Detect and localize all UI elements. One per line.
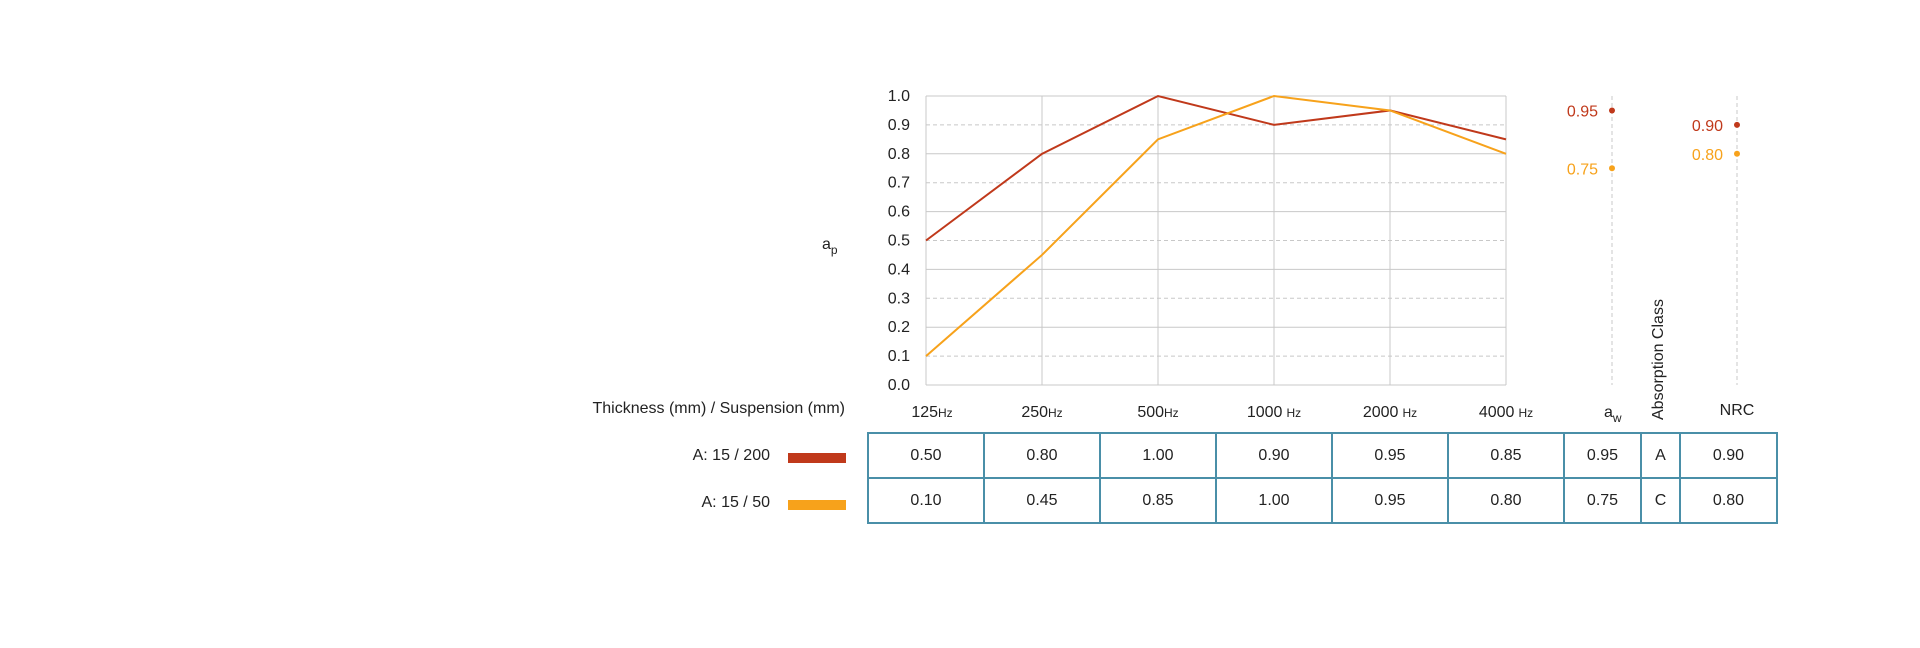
- y-tick-label: 1.0: [888, 88, 910, 105]
- table-cell: 0.90: [1215, 432, 1333, 479]
- x-tick-label: 250Hz: [1021, 404, 1062, 421]
- table-cell: C: [1640, 477, 1681, 524]
- x-tick-label: 125Hz: [911, 404, 952, 421]
- aw-value-label: 0.95: [1567, 103, 1598, 120]
- table-cell: 0.90: [1679, 432, 1778, 479]
- table-cell: 0.10: [867, 477, 985, 524]
- nrc-point: [1734, 121, 1740, 128]
- table-cell: 0.80: [1447, 477, 1565, 524]
- y-axis-label: ap: [822, 236, 838, 257]
- x-tick-label: 4000 Hz: [1479, 404, 1533, 421]
- absorption-class-label: Absorption Class: [1650, 299, 1667, 420]
- table-cell: 1.00: [1099, 432, 1217, 479]
- y-tick-label: 0.5: [888, 233, 910, 250]
- table-cell: 0.85: [1099, 477, 1217, 524]
- series-b-label: A: 15 / 50: [701, 494, 771, 511]
- table-cell: 0.95: [1331, 432, 1449, 479]
- y-tick-label: 0.3: [888, 290, 910, 307]
- y-tick-label: 0.6: [888, 204, 910, 221]
- aw-value-label: 0.75: [1567, 161, 1598, 178]
- nrc-point: [1734, 150, 1740, 157]
- table-cell: 0.80: [983, 432, 1101, 479]
- y-tick-label: 0.7: [888, 175, 910, 192]
- series-a-label: A: 15 / 200: [692, 447, 770, 464]
- y-tick-label: 0.2: [888, 319, 910, 336]
- aw-point: [1609, 165, 1615, 172]
- series-b-swatch: [788, 500, 846, 510]
- table-cell: 0.95: [1563, 432, 1642, 479]
- table-cell: 0.50: [867, 432, 985, 479]
- x-tick-label: 2000 Hz: [1363, 404, 1417, 421]
- series-a-swatch: [788, 453, 846, 463]
- y-tick-label: 0.1: [888, 348, 910, 365]
- values-table: 0.50 0.80 1.00 0.90 0.95 0.85 0.95 A 0.9…: [867, 432, 1778, 524]
- nrc-label: NRC: [1720, 402, 1755, 419]
- thickness-suspension-header: Thickness (mm) / Suspension (mm): [592, 400, 846, 417]
- series-line: [925, 94, 1507, 357]
- table-cell: A: [1640, 432, 1681, 479]
- series-line: [925, 94, 1507, 242]
- table-cell: 1.00: [1215, 477, 1333, 524]
- nrc-value-label: 0.90: [1692, 118, 1723, 135]
- x-tick-label: 500Hz: [1137, 404, 1178, 421]
- aw-label: aw: [1604, 404, 1622, 425]
- table-cell: 0.85: [1447, 432, 1565, 479]
- y-tick-label: 0.4: [888, 261, 910, 278]
- table-cell: 0.95: [1331, 477, 1449, 524]
- table-cell: 0.45: [983, 477, 1101, 524]
- nrc-value-label: 0.80: [1692, 147, 1723, 164]
- y-tick-label: 0.8: [888, 146, 910, 163]
- aw-point: [1609, 107, 1615, 114]
- y-tick-label: 0.9: [888, 117, 910, 134]
- table-row: 0.10 0.45 0.85 1.00 0.95 0.80 0.75 C 0.8…: [867, 477, 1778, 524]
- x-tick-label: 1000 Hz: [1247, 404, 1301, 421]
- table-cell: 0.75: [1563, 477, 1642, 524]
- table-row: 0.50 0.80 1.00 0.90 0.95 0.85 0.95 A 0.9…: [867, 432, 1778, 479]
- table-cell: 0.80: [1679, 477, 1778, 524]
- y-tick-label: 0.0: [888, 377, 910, 394]
